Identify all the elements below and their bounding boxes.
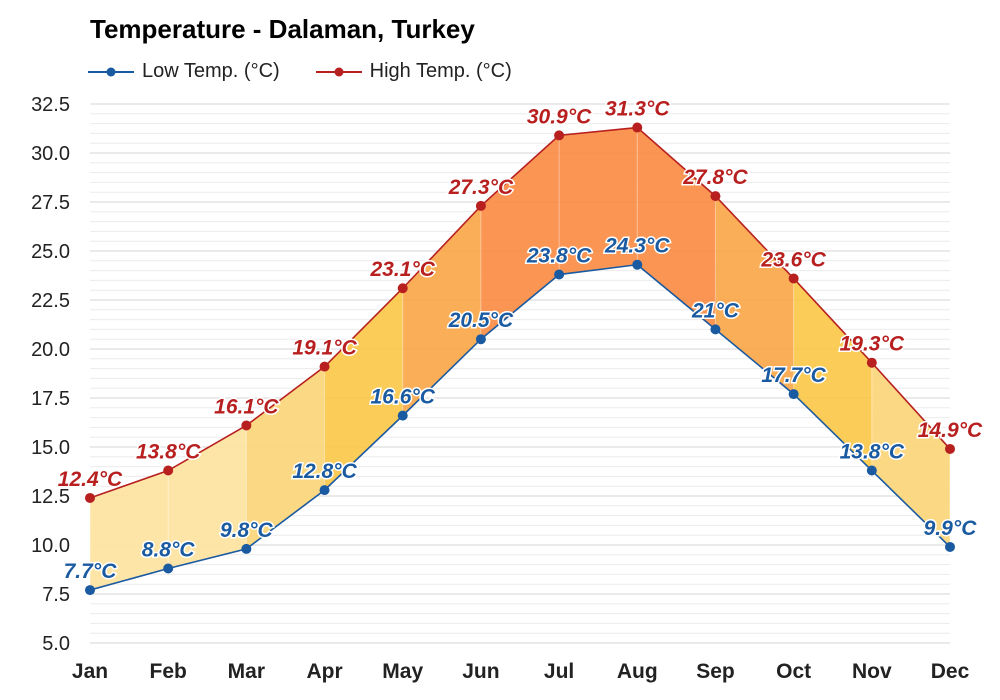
- high-temp-point: [554, 130, 565, 141]
- high-temp-label: 14.9°C: [918, 419, 983, 442]
- x-tick-label: Dec: [931, 660, 970, 683]
- y-tick-label: 20.0: [31, 339, 70, 361]
- range-band-segment: [637, 127, 716, 330]
- high-temp-label: 13.8°C: [136, 441, 201, 464]
- y-tick-label: 22.5: [31, 290, 70, 312]
- high-temp-point: [710, 191, 721, 202]
- low-temp-point: [319, 485, 330, 496]
- high-temp-point: [945, 443, 955, 454]
- chart-title: Temperature - Dalaman, Turkey: [90, 14, 475, 44]
- low-temp-label: 23.8°C: [526, 245, 592, 268]
- line-layer: [89, 126, 951, 591]
- low-temp-label: 9.8°C: [220, 519, 274, 542]
- x-tick-label: May: [382, 660, 423, 683]
- band-layer: [89, 127, 951, 591]
- range-band-segment: [402, 205, 481, 416]
- high-temp-line: [89, 126, 951, 499]
- high-temp-point: [632, 122, 643, 133]
- high-temp-point: [397, 283, 408, 294]
- high-temp-point: [319, 361, 330, 372]
- low-temp-point: [788, 389, 799, 400]
- y-tick-label: 7.5: [42, 584, 70, 606]
- x-tick-label: Oct: [776, 660, 811, 683]
- high-temp-point: [85, 492, 95, 503]
- y-tick-label: 15.0: [31, 437, 70, 459]
- range-band-segment: [246, 366, 325, 549]
- range-band-segment: [480, 135, 560, 340]
- low-temp-label: 16.6°C: [371, 386, 436, 409]
- low-temp-point: [866, 465, 877, 476]
- legend-item-low: Low Temp. (°C): [88, 60, 280, 83]
- high-temp-point: [163, 465, 174, 476]
- high-temp-label: 19.3°C: [840, 333, 905, 356]
- range-band-segment: [871, 362, 950, 547]
- high-temp-label: 27.3°C: [448, 176, 514, 199]
- y-tick-label: 12.5: [31, 486, 70, 508]
- x-tick-label: Aug: [617, 660, 658, 683]
- high-temp-label: 23.1°C: [370, 258, 436, 281]
- low-temp-label: 17.7°C: [761, 364, 826, 387]
- low-temp-point: [241, 543, 252, 554]
- range-band-segment: [793, 278, 872, 471]
- high-temp-label: 27.8°C: [682, 166, 748, 189]
- y-tick-label: 30.0: [31, 143, 70, 165]
- high-temp-point: [241, 420, 252, 431]
- y-tick-label: 27.5: [31, 192, 70, 214]
- range-band-segment: [90, 470, 169, 591]
- x-tick-label: Jun: [462, 660, 499, 683]
- low-temp-point: [945, 541, 955, 552]
- x-tick-label: Jul: [544, 660, 574, 683]
- range-band-segment: [559, 127, 638, 275]
- legend-label-high: High Temp. (°C): [369, 60, 512, 82]
- x-tick-label: Sep: [696, 660, 735, 683]
- high-temp-label: 30.9°C: [527, 105, 592, 128]
- x-tick-label: Nov: [852, 660, 892, 683]
- low-temp-label: 20.5°C: [448, 309, 514, 332]
- low-temp-label: 12.8°C: [292, 460, 357, 483]
- low-temp-point: [554, 269, 565, 280]
- legend-item-high: High Temp. (°C): [315, 60, 512, 83]
- point-layer: [85, 122, 955, 596]
- chart-legend: Low Temp. (°C) High Temp. (°C): [88, 60, 512, 83]
- high-temp-point: [788, 273, 799, 284]
- low-temp-point: [475, 334, 486, 345]
- low-temp-label: 24.3°C: [604, 235, 670, 258]
- low-temp-point: [710, 324, 721, 335]
- high-temp-label: 16.1°C: [214, 395, 279, 418]
- legend-low-marker: [88, 67, 134, 76]
- low-temp-line: [89, 263, 951, 591]
- x-tick-label: Jan: [72, 660, 108, 683]
- y-tick-label: 17.5: [31, 388, 70, 410]
- axis-layer: 5.0 7.5 10.0 12.5 15.0 17.5 20.0 22.5 25.0 27.5 30…: [31, 94, 970, 683]
- high-temp-label: 19.1°C: [292, 337, 357, 360]
- label-layer: 7.7°C 8.8°C 9.8°C 12.8°C 16.6°C 20.5°C 23.8°C 2…: [56, 96, 984, 585]
- x-tick-label: Feb: [150, 660, 187, 683]
- x-tick-label: Apr: [306, 660, 342, 683]
- range-band-segment: [168, 425, 247, 569]
- legend-high-marker: [315, 67, 362, 76]
- low-temp-point: [85, 585, 95, 596]
- low-temp-label: 7.7°C: [64, 560, 118, 583]
- high-temp-label: 31.3°C: [605, 98, 670, 121]
- x-tick-label: Mar: [228, 660, 265, 683]
- y-tick-label: 25.0: [31, 241, 70, 263]
- range-band-segment: [324, 288, 403, 491]
- low-temp-point: [632, 259, 643, 270]
- high-temp-point: [866, 357, 877, 368]
- low-temp-label: 8.8°C: [142, 539, 196, 562]
- high-temp-label: 23.6°C: [760, 248, 826, 271]
- high-temp-label: 12.4°C: [58, 468, 123, 491]
- low-temp-label: 21°C: [691, 299, 740, 322]
- low-temp-label: 13.8°C: [840, 441, 905, 464]
- y-tick-label: 5.0: [42, 633, 70, 655]
- legend-label-low: Low Temp. (°C): [142, 60, 280, 82]
- low-temp-label: 9.9°C: [924, 517, 978, 540]
- low-temp-point: [397, 410, 408, 421]
- y-tick-label: 32.5: [31, 94, 70, 116]
- y-tick-label: 10.0: [31, 535, 70, 557]
- high-temp-point: [475, 200, 486, 211]
- low-temp-point: [163, 563, 174, 574]
